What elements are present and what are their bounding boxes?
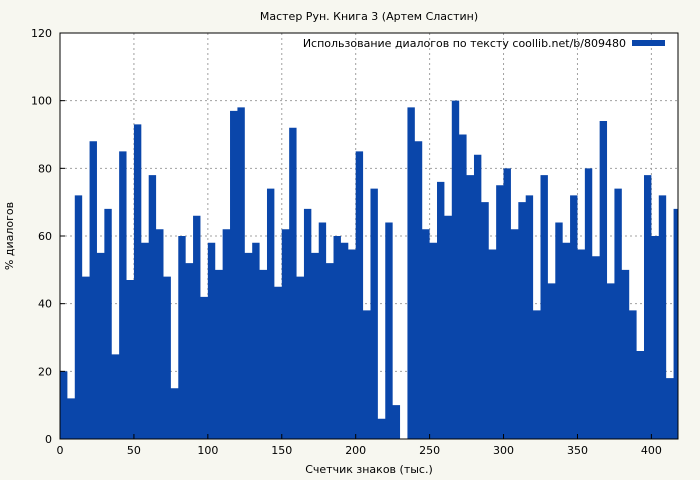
x-tick-label: 350 (567, 444, 588, 457)
x-axis-ticks: 0 50 100 150 200 250 300 350 400 (57, 434, 662, 457)
x-tick-label: 200 (345, 444, 366, 457)
series-area-path (60, 100, 678, 440)
x-tick-label: 300 (493, 444, 514, 457)
legend: Использование диалогов по тексту coollib… (303, 37, 665, 50)
x-axis-label: Счетчик знаков (тыс.) (305, 463, 433, 476)
y-axis-label: % диалогов (3, 202, 16, 270)
y-tick-label: 0 (45, 433, 52, 446)
x-tick-label: 100 (197, 444, 218, 457)
series-area (60, 100, 678, 440)
y-tick-label: 80 (38, 162, 52, 175)
y-tick-label: 20 (38, 365, 52, 378)
x-tick-label: 150 (271, 444, 292, 457)
legend-swatch (632, 40, 665, 46)
legend-label: Использование диалогов по тексту coollib… (303, 37, 626, 50)
y-tick-label: 60 (38, 230, 52, 243)
x-tick-label: 250 (419, 444, 440, 457)
x-tick-label: 400 (641, 444, 662, 457)
x-tick-label: 50 (127, 444, 141, 457)
y-tick-label: 100 (31, 95, 52, 108)
chart-title: Мастер Рун. Книга 3 (Артем Сластин) (260, 10, 478, 23)
x-tick-label: 0 (57, 444, 64, 457)
y-tick-label: 40 (38, 298, 52, 311)
y-tick-label: 120 (31, 27, 52, 40)
y-axis-ticks: 0 20 40 60 80 100 120 (31, 27, 65, 446)
